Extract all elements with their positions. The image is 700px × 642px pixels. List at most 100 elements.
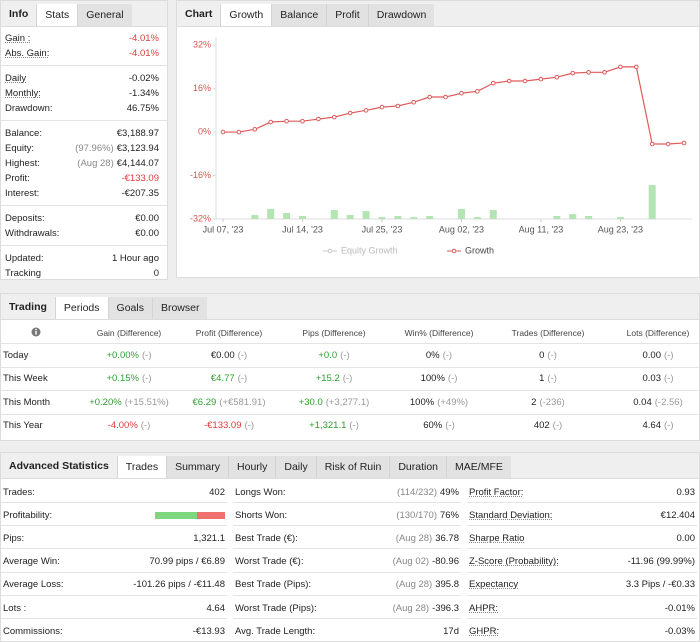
stat-label: GHPR:	[469, 625, 500, 637]
column-header-text: Pips (Difference)	[302, 328, 366, 338]
cell-diff: (-)	[447, 373, 458, 384]
tab[interactable]: Browser	[151, 297, 208, 319]
column-header-text: Lots (Difference)	[626, 328, 690, 338]
stat-value-wrap: 0.93	[677, 487, 696, 498]
cell-diff: (+€581.91)	[219, 396, 266, 408]
growth-point	[284, 118, 289, 124]
stat-value: 0.93	[676, 486, 696, 498]
bar-won	[155, 511, 197, 519]
info-value-wrap: (97.96%) €3,123.94	[75, 143, 159, 154]
tab[interactable]: Trades	[116, 456, 167, 478]
info-label: Profit:	[5, 173, 30, 184]
info-label: Drawdown:	[5, 103, 53, 114]
cell-diff: (-)	[547, 373, 557, 384]
stat-row: Profitability:	[3, 507, 225, 523]
table-cell: 0% (-)	[379, 347, 499, 363]
stat-row: Average Win: 70.99 pips / €6.89	[3, 554, 225, 570]
table-cell: 402 (-)	[488, 418, 608, 434]
stat-value-wrap: (130/170) 76%	[396, 510, 459, 521]
column-header: Pips (Difference)	[274, 325, 394, 341]
tab[interactable]: Risk of Ruin	[315, 456, 390, 478]
column-header: Win% (Difference)	[379, 325, 499, 341]
legend-label[interactable]: Growth	[465, 245, 494, 255]
tab[interactable]: Summary	[166, 456, 229, 478]
stat-value-wrap: 1,321.1	[193, 533, 225, 544]
table-cell: +1,321.1 (-)	[274, 418, 394, 434]
row-line	[1, 525, 227, 527]
stat-row: Lots : 4.64	[3, 600, 225, 616]
cell-value: -4.00%	[107, 420, 138, 431]
growth-point	[586, 70, 591, 75]
cell-value: 100%	[420, 373, 445, 384]
tab[interactable]: Goals	[107, 297, 152, 319]
row-line	[1, 594, 227, 596]
growth-point	[236, 129, 242, 135]
tab[interactable]: Stats	[36, 4, 78, 26]
info-value-wrap: -€133.09	[121, 173, 159, 184]
panel-title: Chart	[185, 7, 213, 20]
cell-value: -€133.09	[203, 420, 242, 431]
stat-row: GHPR: -0.03%	[469, 623, 695, 639]
advanced-panel: Advanced Statistics Trades Summary Hourly Da…	[0, 452, 700, 642]
x-tick-label: Jul 25, '23	[362, 224, 403, 234]
separator	[1, 120, 167, 121]
legend-label[interactable]: Equity Growth	[341, 245, 398, 255]
cell-value: €6.29	[192, 396, 217, 408]
info-label: Balance:	[5, 128, 42, 139]
volume-bar	[489, 210, 497, 219]
column-header-text: Trades (Difference)	[511, 328, 585, 338]
table-cell: €6.29 (+€581.91)	[169, 394, 289, 410]
stat-value-wrap: 4.64	[207, 603, 226, 614]
stat-value-wrap: 402	[209, 487, 225, 498]
table-cell: €0.00 (-)	[169, 347, 289, 363]
y-tick-label: 0%	[198, 126, 211, 136]
tab[interactable]: Periods	[54, 297, 108, 319]
legend-swatch	[451, 248, 457, 254]
stat-value: -€13.93	[192, 625, 225, 637]
info-icon[interactable]	[31, 327, 41, 337]
cell-value: 402	[533, 420, 550, 431]
separator	[1, 245, 167, 246]
cell-diff: (-)	[664, 420, 674, 431]
volume-bar	[648, 185, 656, 219]
tab[interactable]: General	[77, 4, 132, 26]
growth-line	[223, 66, 685, 145]
stat-value-wrap: -101.26 pips / -€11.48	[133, 579, 225, 590]
stat-value: 49%	[439, 486, 459, 498]
info-value: -€133.09	[121, 173, 159, 184]
tab[interactable]: Profit	[326, 4, 368, 26]
stat-value: €12.404	[660, 509, 695, 521]
tab[interactable]: Duration	[389, 456, 447, 478]
cell-diff: (-)	[445, 420, 455, 431]
cell-value: 0	[539, 349, 545, 361]
stat-row: Pips: 1,321.1	[3, 530, 225, 546]
stat-value-wrap: -€13.93	[193, 626, 225, 637]
table-cell: +0.0 (-)	[274, 347, 394, 363]
info-value-wrap: -4.01%	[129, 48, 159, 59]
stat-value-wrap: (Aug 28) 395.8	[396, 579, 459, 590]
info-value: €4,144.07	[116, 158, 159, 169]
tab[interactable]: MAE/MFE	[446, 456, 511, 478]
tab[interactable]: Drawdown	[367, 4, 435, 26]
volume-bar	[267, 208, 275, 219]
tab[interactable]: Daily	[275, 456, 316, 478]
cell-value: +0.20%	[89, 396, 122, 408]
row-line	[233, 502, 461, 503]
column-header: Trades (Difference)	[488, 325, 608, 341]
row-line	[1, 548, 227, 550]
row-line	[467, 525, 697, 527]
tab[interactable]: Growth	[220, 4, 272, 26]
growth-point	[363, 108, 369, 113]
tab[interactable]: Balance	[271, 4, 327, 26]
table-cell: 0.00 (-)	[598, 347, 699, 363]
stat-note: (Aug 28)	[395, 579, 433, 591]
table-cell: 100% (+49%)	[379, 394, 499, 410]
tab[interactable]: Hourly	[228, 456, 276, 478]
stat-value: -396.3	[432, 602, 459, 614]
info-value-wrap: 0	[154, 268, 159, 279]
stat-label: Z-Score (Probability):	[469, 556, 559, 568]
info-label: Abs. Gain:	[5, 48, 50, 59]
stat-row: Worst Trade (Pips): (Aug 28) -396.3	[235, 600, 459, 616]
info-value: 0	[153, 268, 159, 279]
growth-point	[427, 94, 432, 100]
